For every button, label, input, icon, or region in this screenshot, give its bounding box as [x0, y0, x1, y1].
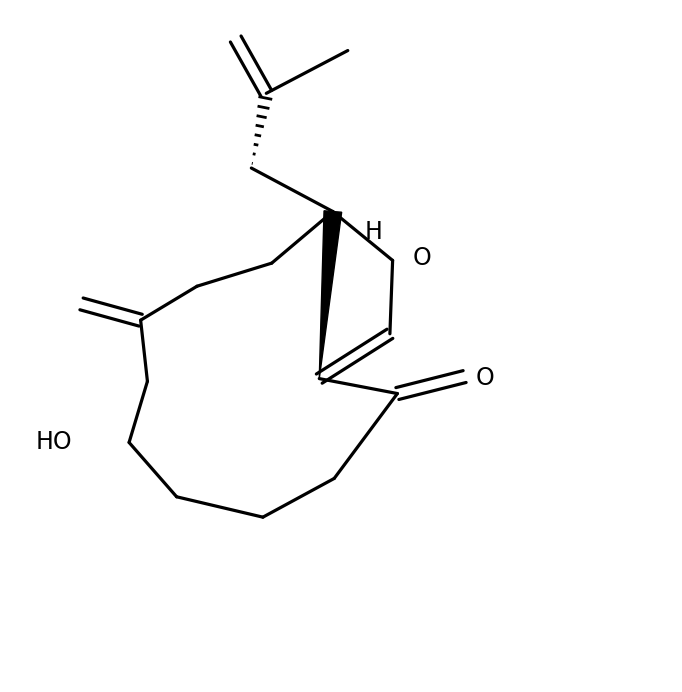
Text: O: O: [413, 246, 432, 270]
Polygon shape: [319, 211, 342, 379]
Text: H: H: [365, 220, 383, 244]
Text: O: O: [475, 366, 494, 390]
Text: HO: HO: [36, 430, 73, 455]
